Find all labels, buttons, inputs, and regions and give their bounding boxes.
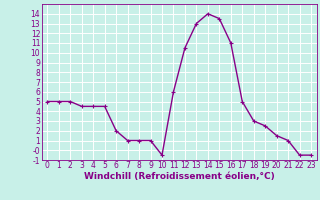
X-axis label: Windchill (Refroidissement éolien,°C): Windchill (Refroidissement éolien,°C)	[84, 172, 275, 181]
